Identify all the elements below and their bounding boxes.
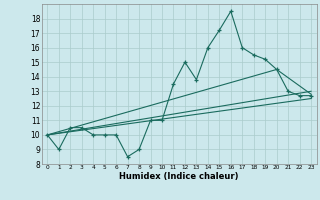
X-axis label: Humidex (Indice chaleur): Humidex (Indice chaleur)	[119, 172, 239, 181]
